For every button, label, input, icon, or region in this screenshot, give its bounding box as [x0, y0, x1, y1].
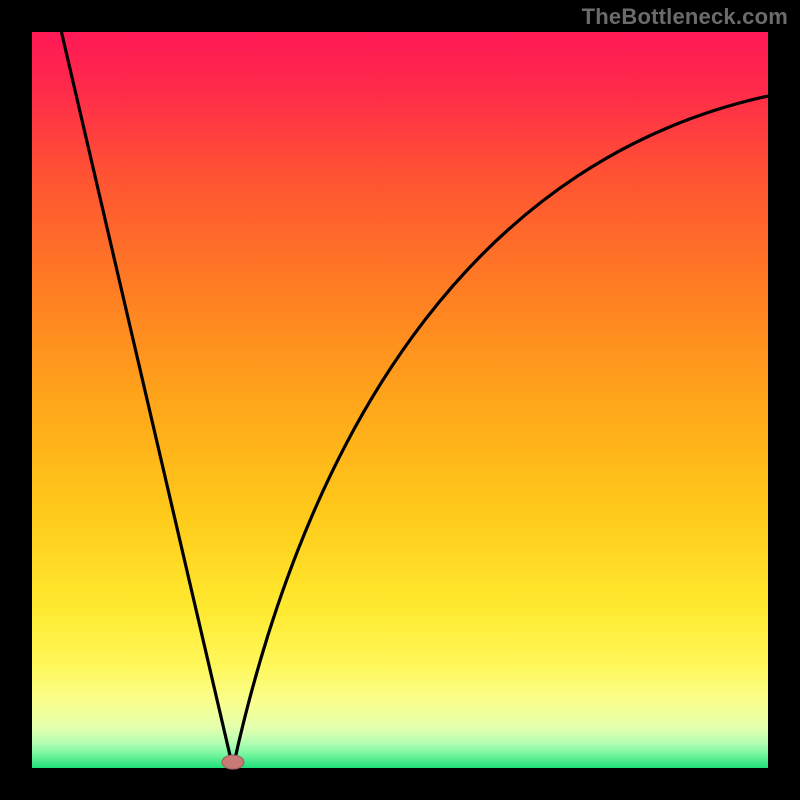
plot-area	[32, 32, 768, 768]
watermark-text: TheBottleneck.com	[582, 4, 788, 30]
optimal-point-marker	[222, 755, 244, 769]
chart-svg	[0, 0, 800, 800]
chart-canvas: TheBottleneck.com	[0, 0, 800, 800]
